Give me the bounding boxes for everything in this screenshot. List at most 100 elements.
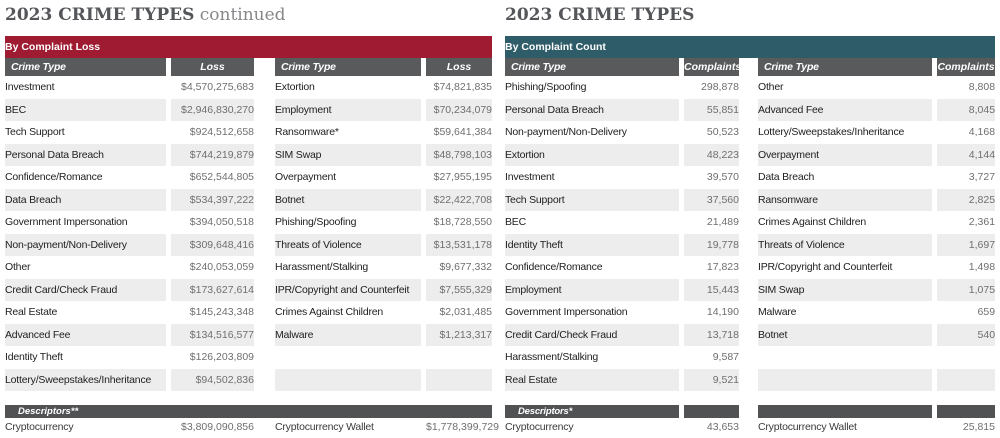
table-row: Phishing/Spoofing 298,878 Other 8,808 [505,76,995,99]
crime-type-cell: SIM Swap [275,143,426,166]
column-spacer [744,279,758,302]
value-cell: 659 [977,306,996,319]
value-cell: $1,778,399,729 [426,421,499,433]
column-spacer [744,301,758,324]
table-row: BEC $2,946,830,270 Employment $70,234,079 [5,98,493,122]
column-spacer [259,301,275,324]
crime-type-cell: Cryptocurrency Wallet [758,418,937,436]
value-cell: 39,570 [684,166,744,189]
table-row: Non-payment/Non-Delivery 50,523 Lottery/Sw… [505,121,995,144]
crime-type-cell: Employment [275,98,426,121]
value-cell: 14,190 [684,301,744,324]
crime-type-cell [758,368,937,391]
value-cell: $924,512,658 [171,121,259,144]
crime-type-cell: Ransomware* [275,121,426,144]
table-banner-row: By Complaint Loss [5,36,493,58]
descriptors-banner-row: Descriptors** [5,405,492,418]
column-spacer [259,99,275,122]
complaint-count-section: 2023 CRIME TYPES By Complaint Count Crim… [505,4,996,438]
crime-type-cell: Non-payment/Non-Delivery [5,233,171,256]
value-cell: $9,677,332 [439,261,493,274]
column-spacer [744,256,758,279]
table-row: Credit Card/Check Fraud 13,718 Botnet 540 [505,323,996,347]
table-row: Investment 39,570 Data Breach 3,727 [505,166,995,189]
table-row: Data Breach $534,397,222 Botnet $22,422,708 [5,188,493,212]
value-cell: $3,809,090,856 [171,418,259,436]
crime-type-cell: Extortion [275,76,426,99]
column-spacer [744,144,758,167]
col-header-loss: Loss [171,58,259,76]
value-cell: $27,955,195 [433,171,493,184]
value-cell: 8,045 [937,98,996,121]
value-cell: 4,144 [937,143,996,166]
descriptors-banner-row: Descriptors* [505,405,995,418]
by-complaint-loss-table: By Complaint Loss Crime Type Loss Crime … [5,36,493,391]
column-spacer [744,405,758,418]
value-cell: $94,502,836 [171,368,259,391]
column-spacer [744,234,758,257]
value-cell: 17,823 [684,256,744,279]
value-cell: $18,728,550 [433,216,493,229]
crime-type-cell: Malware [758,301,937,324]
table-row: Advanced Fee $134,516,577 Malware $1,213,31… [5,323,493,347]
value-cell: 50,523 [684,121,744,144]
crime-type-cell: Botnet [275,188,426,211]
table-row: Tech Support 37,560 Ransomware 2,825 [505,188,996,211]
value-cell: 298,878 [684,76,744,99]
column-spacer [259,324,275,347]
column-spacer [744,418,758,436]
crime-type-cell: Confidence/Romance [505,256,684,279]
value-cell [426,346,492,369]
value-cell: 540 [937,323,996,346]
column-spacer [744,369,758,392]
column-spacer [259,58,275,76]
column-spacer [744,324,758,347]
crime-type-cell: Personal Data Breach [5,143,171,166]
column-spacer [744,211,758,234]
crime-type-cell [758,346,937,369]
value-cell: 15,443 [684,278,744,301]
column-spacer [259,234,275,257]
col-header-crime-type: Crime Type [505,58,684,76]
count-descriptors-table: Descriptors* Cryptocurrency 43,653 Crypt… [505,405,995,436]
title-main: 2023 CRIME TYPES [505,5,695,25]
value-cell [426,368,493,391]
col-header-crime-type: Crime Type [275,58,426,76]
value-cell: $70,234,079 [426,98,493,121]
descriptors-banner: Descriptors** [5,405,492,418]
table-row: Government Impersonation 14,190 Malware 659 [505,301,995,324]
col-header-crime-type: Crime Type [5,58,171,76]
crime-type-cell: Identity Theft [505,233,684,256]
table-row: Credit Card/Check Fraud $173,627,614 IPR/C… [5,278,493,301]
table-row: Personal Data Breach 55,851 Advanced Fee 8,… [505,98,996,121]
value-cell: $126,203,809 [171,346,259,369]
descriptors-banner: Descriptors* [505,405,684,418]
value-cell: 25,815 [962,421,995,433]
descriptors-banner-cell [684,405,744,418]
column-spacer [259,189,275,212]
value-cell: $145,243,348 [171,301,259,324]
crime-type-cell: Malware [275,323,426,346]
value-cell: 48,223 [684,143,744,166]
complaint-loss-section: 2023 CRIME TYPES continued By Complaint … [5,4,499,438]
value-cell: $652,544,805 [171,166,259,189]
table-row: Investment $4,570,275,683 Extortion $74,821… [5,76,492,99]
descriptors-data-row: Cryptocurrency $3,809,090,856 Cryptocurr… [5,418,499,436]
crime-type-cell: Other [5,256,171,279]
title-main: 2023 CRIME TYPES [5,5,195,25]
column-spacer [259,144,275,167]
column-header-row: Crime Type Loss Crime Type Loss [5,58,493,76]
crime-type-cell: Other [758,76,937,99]
crime-type-cell: Overpayment [758,143,937,166]
table-row: Lottery/Sweepstakes/Inheritance $94,502,8… [5,368,493,391]
table-row: Personal Data Breach $744,219,879 SIM Swap… [5,143,493,167]
crime-type-cell: Credit Card/Check Fraud [505,323,684,346]
crime-type-cell: Tech Support [5,121,171,144]
value-cell: 3,727 [968,171,996,184]
column-spacer [744,166,758,189]
value-cell: 2,361 [968,216,996,229]
crime-type-cell: Phishing/Spoofing [275,211,426,234]
crime-type-cell: Credit Card/Check Fraud [5,278,171,301]
crime-type-cell [275,368,426,391]
table-row: Employment 15,443 SIM Swap 1,075 [505,278,996,302]
